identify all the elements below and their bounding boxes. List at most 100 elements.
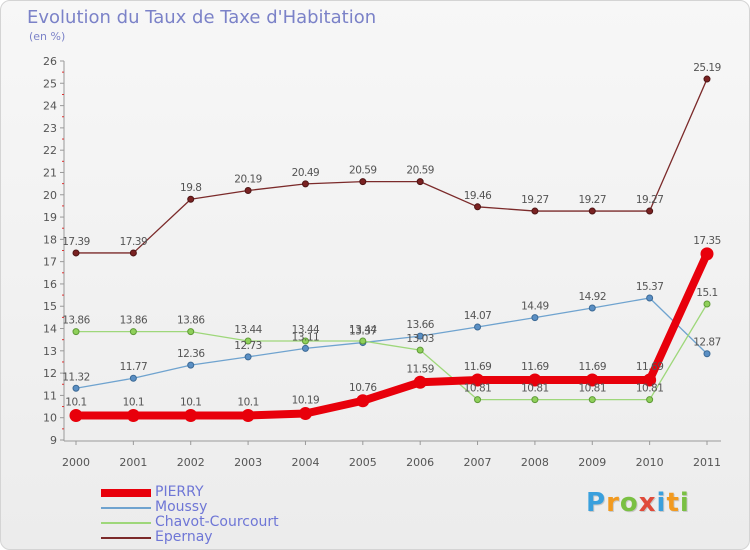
data-point-pierry	[241, 408, 255, 422]
data-point-chavot-courcourt	[72, 328, 80, 336]
data-point-epernay	[703, 75, 711, 83]
x-tick-label: 2010	[636, 456, 664, 469]
data-point-chavot-courcourt	[187, 328, 195, 336]
x-tick-label: 2005	[349, 456, 377, 469]
data-label-chavot-courcourt: 13.03	[406, 333, 434, 345]
data-label-moussy: 11.32	[62, 371, 90, 383]
data-label-moussy: 11.77	[120, 361, 148, 373]
data-point-epernay	[129, 249, 137, 257]
data-label-epernay: 19.27	[521, 194, 549, 206]
data-label-pierry: 10.76	[349, 382, 377, 394]
data-label-moussy: 14.07	[464, 310, 492, 322]
data-label-chavot-courcourt: 13.44	[349, 324, 377, 336]
logo-letter: i	[656, 488, 667, 518]
y-tick-label: 21	[43, 166, 57, 179]
data-label-chavot-courcourt: 13.86	[120, 315, 148, 327]
logo-text: Proxiti	[586, 488, 690, 518]
data-point-chavot-courcourt	[301, 337, 309, 345]
data-point-moussy	[244, 353, 252, 361]
x-tick-label: 2004	[291, 456, 319, 469]
logo-letter: P	[586, 488, 607, 518]
data-point-chavot-courcourt	[531, 396, 539, 404]
x-tick-label: 2002	[177, 456, 205, 469]
data-label-epernay: 19.27	[636, 194, 664, 206]
data-point-epernay	[474, 203, 482, 211]
y-tick-label: 17	[43, 256, 57, 269]
y-tick-label: 26	[43, 55, 57, 68]
series-line-chavot-courcourt	[75, 303, 708, 401]
data-point-pierry	[69, 408, 83, 422]
legend-swatch-epernay	[101, 537, 151, 539]
data-label-epernay: 17.39	[62, 236, 90, 248]
data-point-pierry	[643, 373, 657, 387]
logo-letter: x	[638, 488, 657, 518]
y-tick-label: 12	[43, 367, 57, 380]
data-point-pierry	[413, 375, 427, 389]
y-tick-label: 24	[43, 100, 57, 113]
y-tick-label: 14	[43, 323, 57, 336]
data-label-pierry: 11.69	[464, 361, 492, 373]
data-point-chavot-courcourt	[474, 396, 482, 404]
logo-letter: i	[679, 488, 690, 518]
data-point-epernay	[187, 195, 195, 203]
data-label-pierry: 11.69	[578, 361, 606, 373]
y-tick-label: 18	[43, 233, 57, 246]
data-point-pierry	[528, 373, 542, 387]
data-point-pierry	[298, 406, 312, 420]
data-label-chavot-courcourt: 10.81	[464, 383, 492, 395]
data-label-moussy: 13.66	[406, 319, 434, 331]
legend-swatch-chavot-courcourt	[101, 522, 151, 524]
y-tick-label: 15	[43, 300, 57, 313]
data-label-epernay: 19.8	[180, 182, 201, 194]
data-point-epernay	[588, 207, 596, 215]
data-point-pierry	[356, 394, 370, 408]
data-label-pierry: 10.1	[180, 396, 201, 408]
data-label-pierry: 10.19	[292, 394, 320, 406]
y-tick-label: 10	[43, 412, 57, 425]
x-tick-label: 2011	[693, 456, 721, 469]
data-point-moussy	[588, 304, 596, 312]
data-point-chavot-courcourt	[359, 337, 367, 345]
data-label-moussy: 14.92	[578, 291, 606, 303]
x-tick-label: 2000	[62, 456, 90, 469]
logo-letter: t	[666, 488, 680, 518]
x-tick-label: 2006	[406, 456, 434, 469]
x-tick-label: 2003	[234, 456, 262, 469]
data-label-pierry: 11.59	[406, 363, 434, 375]
data-point-moussy	[703, 350, 711, 358]
data-label-epernay: 20.59	[349, 165, 377, 177]
data-point-epernay	[72, 249, 80, 257]
data-label-chavot-courcourt: 10.81	[521, 383, 549, 395]
y-tick-label: 25	[43, 77, 57, 90]
data-point-chavot-courcourt	[244, 337, 252, 345]
data-point-chavot-courcourt	[416, 346, 424, 354]
legend-label-chavot-courcourt: Chavot-Courcourt	[155, 514, 279, 530]
data-point-moussy	[646, 294, 654, 302]
data-label-pierry: 11.69	[521, 361, 549, 373]
data-point-pierry	[471, 373, 485, 387]
data-point-pierry	[700, 247, 714, 261]
series-line-epernay	[75, 78, 708, 254]
data-label-epernay: 20.49	[292, 167, 320, 179]
legend-swatch-pierry	[101, 489, 151, 497]
x-tick-label: 2008	[521, 456, 549, 469]
y-tick-label: 22	[43, 144, 57, 157]
data-point-chavot-courcourt	[588, 396, 596, 404]
data-label-pierry: 17.35	[693, 235, 721, 247]
data-label-pierry: 11.69	[636, 361, 664, 373]
legend-label-epernay: Epernay	[155, 529, 213, 545]
chart-subtitle: (en %)	[29, 30, 66, 43]
data-point-epernay	[359, 178, 367, 186]
data-point-moussy	[72, 384, 80, 392]
y-tick-label: 13	[43, 345, 57, 358]
data-label-moussy: 13.11	[292, 331, 320, 343]
data-point-chavot-courcourt	[703, 300, 711, 308]
y-tick-label: 11	[43, 389, 57, 402]
data-label-moussy: 15.37	[636, 281, 664, 293]
data-point-moussy	[474, 323, 482, 331]
data-point-epernay	[301, 180, 309, 188]
data-label-chavot-courcourt: 10.81	[578, 383, 606, 395]
data-point-moussy	[531, 314, 539, 322]
